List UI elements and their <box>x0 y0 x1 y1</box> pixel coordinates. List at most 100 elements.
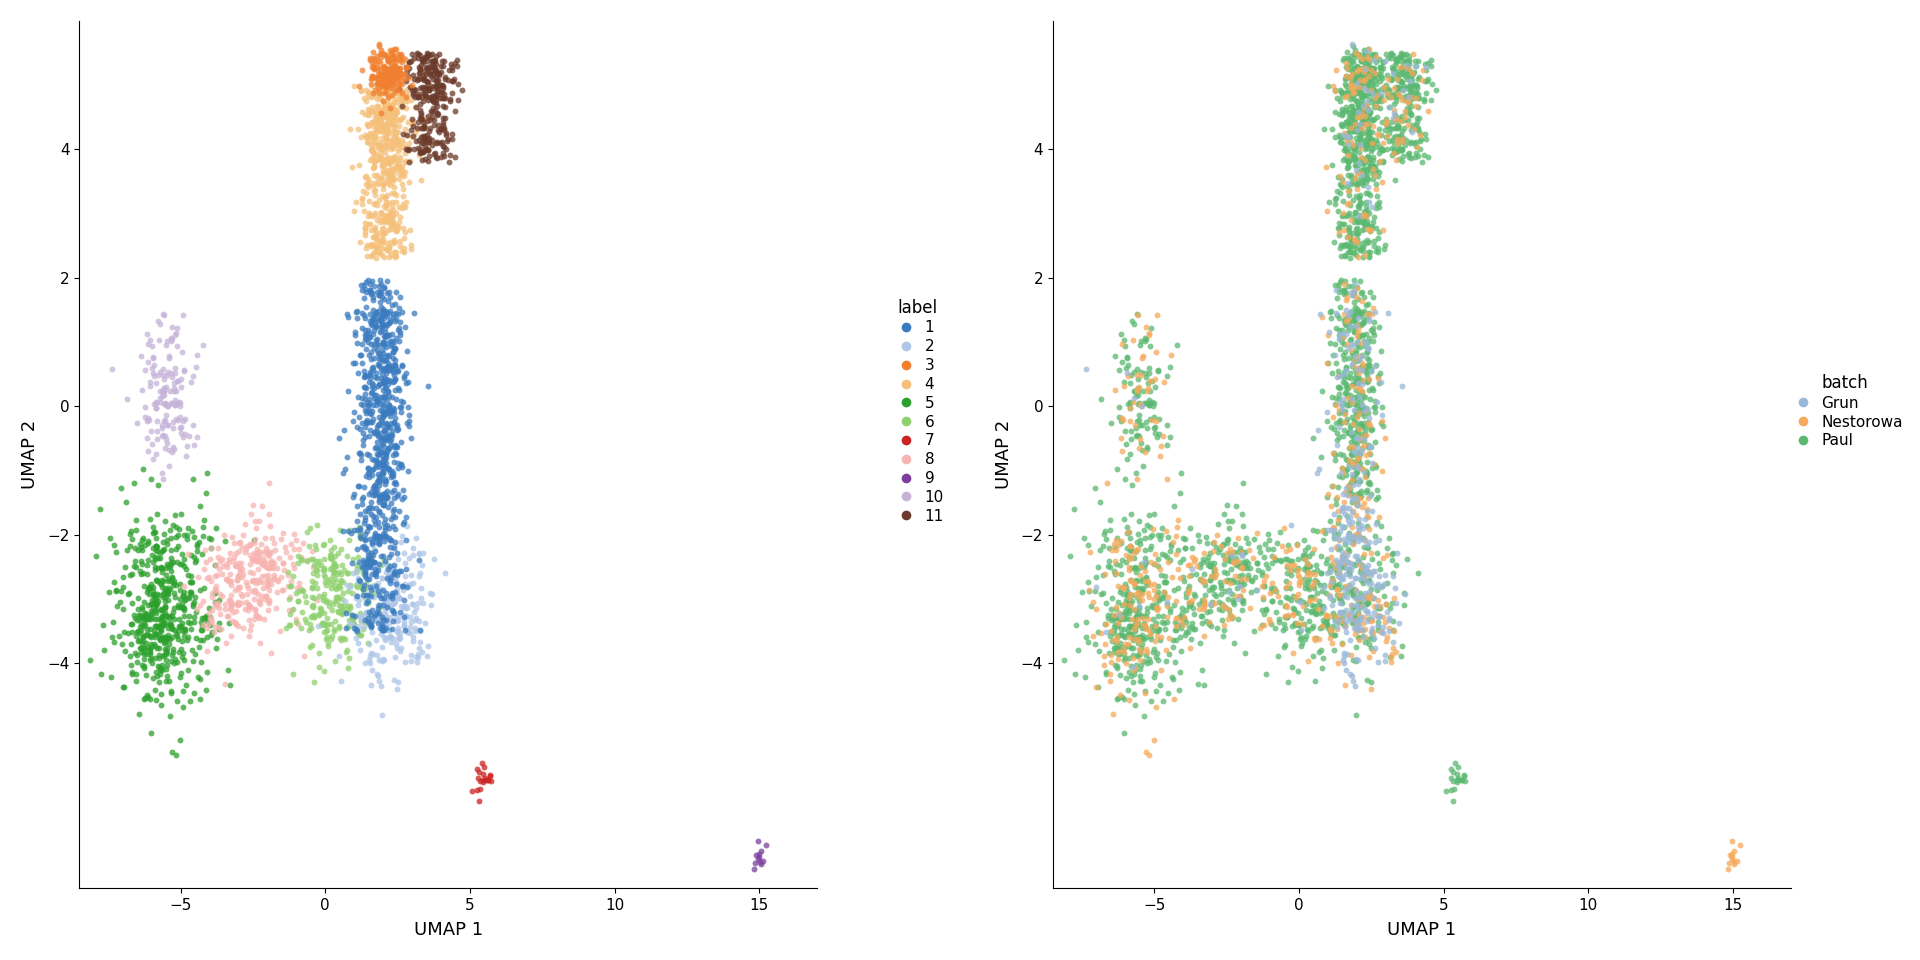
Point <box>232 539 263 554</box>
Point <box>238 497 269 513</box>
Point <box>200 579 230 594</box>
Point <box>1331 362 1361 377</box>
Point <box>409 131 440 146</box>
Point <box>359 195 390 210</box>
Point <box>1102 640 1133 656</box>
Point <box>382 162 413 178</box>
Point <box>140 531 171 546</box>
Point <box>1210 507 1240 522</box>
Point <box>1319 277 1350 293</box>
Point <box>365 319 396 334</box>
Point <box>1352 217 1382 232</box>
Point <box>374 549 405 564</box>
Point <box>1125 583 1156 598</box>
Point <box>1139 420 1169 435</box>
Point <box>1340 204 1371 219</box>
Point <box>1208 537 1238 552</box>
Point <box>298 609 328 624</box>
Point <box>232 580 263 595</box>
Point <box>1327 103 1357 118</box>
Point <box>292 554 323 569</box>
Point <box>1338 103 1369 118</box>
Point <box>186 546 217 562</box>
Point <box>428 54 459 69</box>
Point <box>430 71 461 86</box>
Point <box>1352 236 1382 252</box>
Point <box>367 374 397 390</box>
Point <box>1125 661 1156 677</box>
Point <box>1131 621 1162 636</box>
Point <box>1148 587 1179 602</box>
Point <box>1359 590 1390 606</box>
Point <box>1127 443 1158 458</box>
Point <box>365 118 396 133</box>
Point <box>1331 237 1361 252</box>
Point <box>388 126 419 141</box>
Point <box>440 104 470 119</box>
Point <box>1123 647 1154 662</box>
Point <box>1150 574 1181 589</box>
Point <box>1363 655 1394 670</box>
Point <box>321 572 351 588</box>
Point <box>240 608 271 623</box>
Point <box>1139 591 1169 607</box>
Point <box>1340 454 1371 469</box>
Point <box>1334 525 1365 540</box>
Point <box>1334 457 1365 472</box>
Point <box>1361 109 1392 125</box>
Point <box>365 60 396 76</box>
Point <box>1340 290 1371 305</box>
Point <box>227 566 257 582</box>
Point <box>1350 333 1380 348</box>
Point <box>394 399 424 415</box>
Point <box>1319 612 1350 628</box>
Point <box>1334 666 1365 682</box>
Point <box>1119 579 1150 594</box>
Point <box>1227 546 1258 562</box>
Point <box>1308 578 1338 593</box>
Point <box>378 357 409 372</box>
Point <box>1369 123 1400 138</box>
Point <box>1361 85 1392 101</box>
Point <box>1348 98 1379 113</box>
Point <box>132 598 163 613</box>
Point <box>1227 507 1258 522</box>
Point <box>132 689 163 705</box>
Point <box>1133 375 1164 391</box>
Point <box>1098 564 1129 579</box>
Point <box>1121 382 1152 397</box>
Point <box>161 320 192 335</box>
Point <box>1313 355 1344 371</box>
Point <box>374 432 405 447</box>
Point <box>190 555 221 570</box>
Point <box>361 555 392 570</box>
Point <box>227 595 257 611</box>
Point <box>148 573 179 588</box>
Point <box>138 452 169 468</box>
Point <box>388 394 419 409</box>
Point <box>259 555 290 570</box>
Point <box>1342 617 1373 633</box>
Point <box>384 61 415 77</box>
Point <box>1263 588 1294 604</box>
Point <box>1348 520 1379 536</box>
Point <box>372 348 403 363</box>
Point <box>365 612 396 628</box>
Point <box>1094 540 1125 555</box>
Point <box>353 329 384 345</box>
Point <box>380 371 411 386</box>
Point <box>413 46 444 61</box>
Point <box>376 467 407 482</box>
Point <box>1356 105 1386 120</box>
Point <box>378 150 409 165</box>
Point <box>150 308 180 324</box>
Point <box>1334 91 1365 107</box>
Point <box>357 662 388 678</box>
Point <box>1190 613 1221 629</box>
Point <box>365 75 396 90</box>
Point <box>363 505 394 520</box>
Point <box>1154 553 1185 568</box>
Point <box>359 589 390 605</box>
Point <box>1298 574 1329 589</box>
Point <box>1365 63 1396 79</box>
